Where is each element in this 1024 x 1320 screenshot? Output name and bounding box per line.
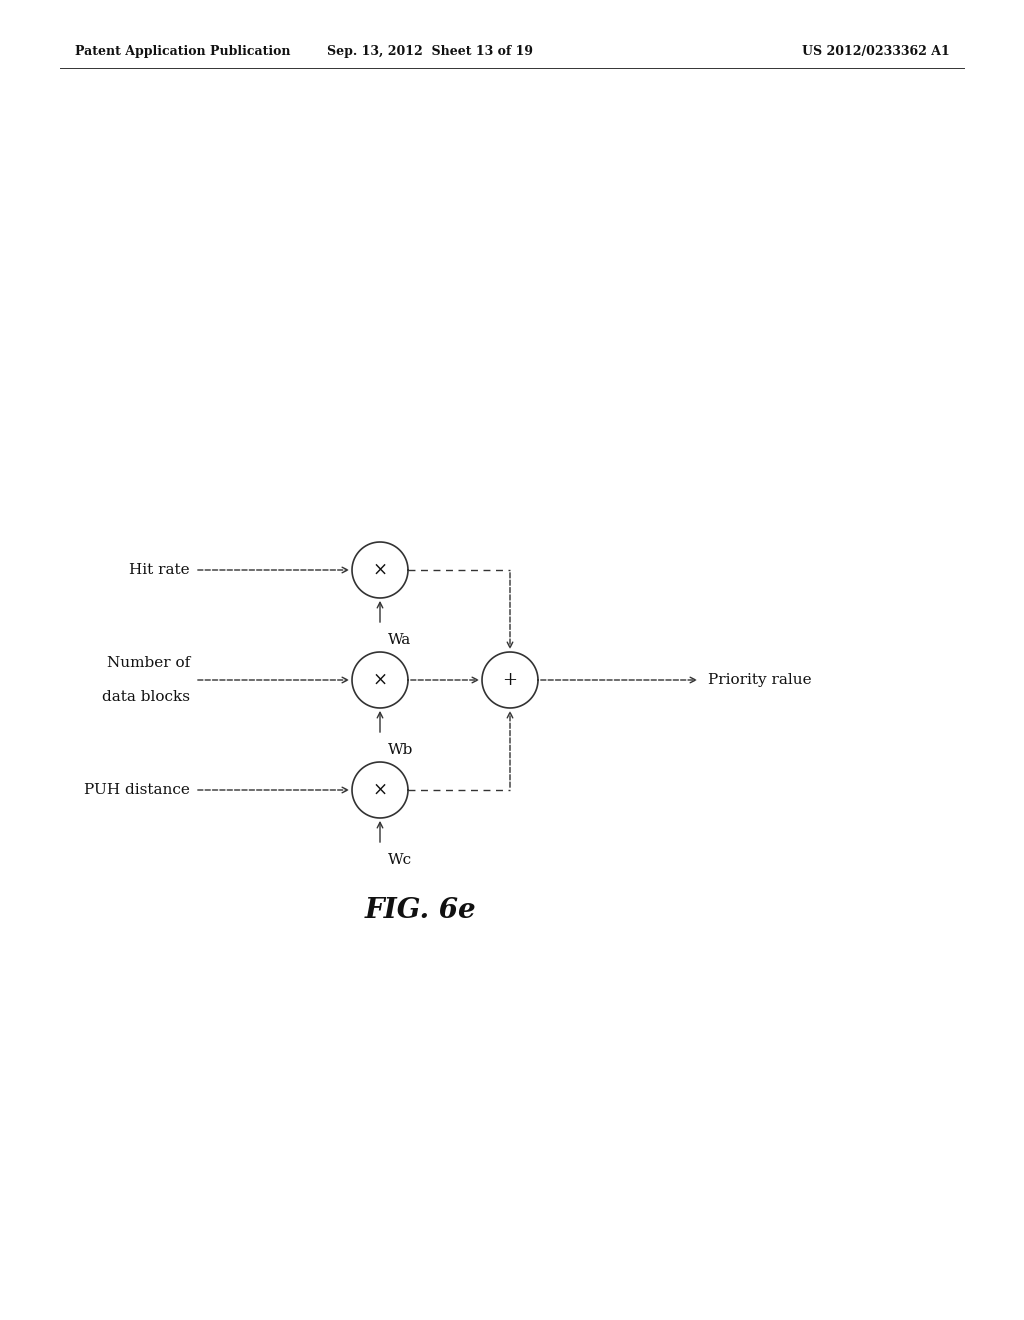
- Text: Number of: Number of: [106, 656, 190, 671]
- Text: Priority ralue: Priority ralue: [708, 673, 812, 686]
- Text: data blocks: data blocks: [102, 690, 190, 704]
- Text: US 2012/0233362 A1: US 2012/0233362 A1: [802, 45, 950, 58]
- Text: FIG. 6e: FIG. 6e: [365, 896, 476, 924]
- Text: +: +: [503, 671, 517, 689]
- Text: Hit rate: Hit rate: [129, 564, 190, 577]
- Text: ×: ×: [373, 781, 387, 799]
- Text: Wc: Wc: [388, 853, 412, 867]
- Text: Wa: Wa: [388, 634, 412, 647]
- Text: Wb: Wb: [388, 743, 414, 756]
- Text: ×: ×: [373, 671, 387, 689]
- Text: Patent Application Publication: Patent Application Publication: [75, 45, 291, 58]
- Text: Sep. 13, 2012  Sheet 13 of 19: Sep. 13, 2012 Sheet 13 of 19: [327, 45, 534, 58]
- Text: ×: ×: [373, 561, 387, 579]
- Text: PUH distance: PUH distance: [84, 783, 190, 797]
